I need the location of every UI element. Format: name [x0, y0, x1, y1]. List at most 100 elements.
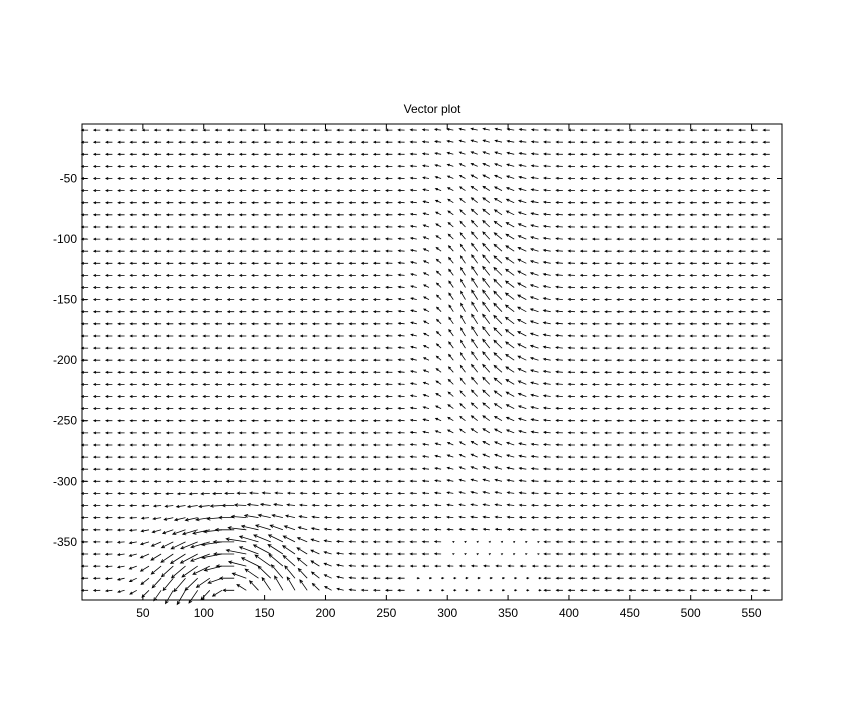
- vector-arrow: [397, 285, 405, 289]
- vector-arrow: [422, 224, 430, 228]
- vector-arrow: [214, 201, 222, 205]
- vector-arrow: [616, 467, 624, 471]
- vector-arrow: [493, 220, 503, 228]
- vector-arrow: [429, 589, 433, 592]
- vector-arrow: [464, 540, 467, 543]
- vector-arrow: [738, 504, 746, 507]
- vector-arrow: [250, 467, 259, 471]
- vector-arrow: [117, 237, 125, 241]
- vector-arrow: [92, 382, 101, 386]
- vector-arrow: [652, 540, 661, 544]
- vector-arrow: [238, 322, 247, 326]
- vector-arrow: [664, 407, 673, 411]
- vector-arrow: [129, 370, 137, 374]
- vector-arrow: [517, 235, 527, 240]
- vector-arrow: [190, 273, 198, 277]
- vector-arrow: [372, 298, 381, 301]
- vector-arrow: [750, 479, 758, 483]
- vector-arrow: [178, 128, 186, 132]
- vector-arrow: [215, 564, 235, 568]
- vector-arrow: [725, 407, 734, 411]
- y-tick-label: -50: [60, 172, 78, 186]
- vector-arrow: [677, 588, 685, 592]
- vector-arrow: [178, 358, 186, 362]
- x-tick-label: 500: [681, 606, 701, 620]
- vector-arrow: [104, 491, 113, 495]
- vector-arrow: [250, 479, 259, 483]
- vector-arrow: [129, 261, 137, 265]
- vector-arrow: [188, 492, 198, 496]
- vector-arrow: [165, 455, 174, 459]
- vector-arrow: [410, 273, 417, 276]
- vector-arrow: [282, 535, 296, 543]
- vector-arrow: [471, 231, 479, 240]
- vector-arrow: [299, 310, 308, 314]
- vector-arrow: [153, 249, 162, 253]
- vector-arrow: [422, 188, 430, 192]
- vector-arrow: [460, 266, 466, 276]
- vector-arrow: [129, 249, 137, 253]
- vector-arrow: [567, 419, 576, 423]
- vector-arrow: [592, 261, 600, 265]
- vector-arrow: [604, 540, 612, 544]
- vector-arrow: [397, 273, 405, 277]
- vector-arrow: [202, 334, 210, 338]
- vector-arrow: [178, 298, 186, 302]
- vector-arrow: [677, 273, 685, 277]
- vector-arrow: [542, 309, 551, 313]
- vector-arrow: [190, 553, 210, 562]
- vector-arrow: [616, 455, 624, 459]
- vector-arrow: [80, 455, 89, 459]
- vector-arrow: [616, 370, 624, 374]
- vector-arrow: [446, 442, 454, 446]
- vector-arrow: [762, 588, 770, 592]
- vector-arrow: [677, 419, 685, 423]
- vector-arrow: [165, 419, 174, 423]
- vector-arrow: [543, 503, 551, 507]
- vector-arrow: [129, 395, 137, 398]
- vector-arrow: [275, 237, 283, 241]
- vector-arrow: [604, 189, 612, 193]
- vector-arrow: [738, 395, 746, 398]
- vector-arrow: [311, 431, 320, 435]
- vector-arrow: [529, 332, 539, 337]
- vector-arrow: [738, 358, 746, 362]
- vector-arrow: [762, 467, 770, 471]
- vector-arrow: [251, 189, 259, 193]
- vector-arrow: [416, 577, 421, 580]
- vector-arrow: [555, 576, 563, 580]
- vector-arrow: [555, 237, 563, 241]
- vector-arrow: [677, 431, 685, 435]
- vector-arrow: [448, 328, 454, 337]
- vector-arrow: [447, 416, 454, 422]
- vector-arrow: [385, 201, 393, 205]
- vector-arrow: [214, 310, 222, 314]
- vector-arrow: [482, 351, 491, 361]
- vector-arrow: [750, 273, 758, 277]
- vector-arrow: [458, 454, 466, 458]
- vector-arrow: [517, 211, 527, 216]
- vector-arrow: [555, 164, 563, 168]
- vector-arrow: [372, 310, 381, 314]
- vector-arrow: [525, 553, 528, 556]
- vector-arrow: [435, 318, 442, 325]
- vector-arrow: [664, 298, 673, 302]
- vector-arrow: [348, 540, 356, 544]
- vector-arrow: [202, 467, 210, 471]
- vector-arrow: [579, 576, 588, 580]
- vector-arrow: [434, 152, 442, 155]
- vector-arrow: [214, 322, 222, 326]
- vector-arrow: [458, 127, 466, 131]
- vector-arrow: [750, 588, 758, 592]
- vector-arrow: [494, 491, 503, 494]
- vector-arrow: [616, 576, 624, 580]
- vector-arrow: [129, 455, 137, 459]
- vector-arrow: [190, 201, 198, 205]
- vector-arrow: [448, 268, 454, 276]
- y-axis: -50-100-150-200-250-300-350: [53, 172, 782, 549]
- vector-arrow: [397, 225, 405, 229]
- vector-arrow: [348, 334, 356, 338]
- vector-arrow: [384, 516, 393, 520]
- vector-arrow: [713, 504, 722, 507]
- vector-arrow: [459, 352, 466, 361]
